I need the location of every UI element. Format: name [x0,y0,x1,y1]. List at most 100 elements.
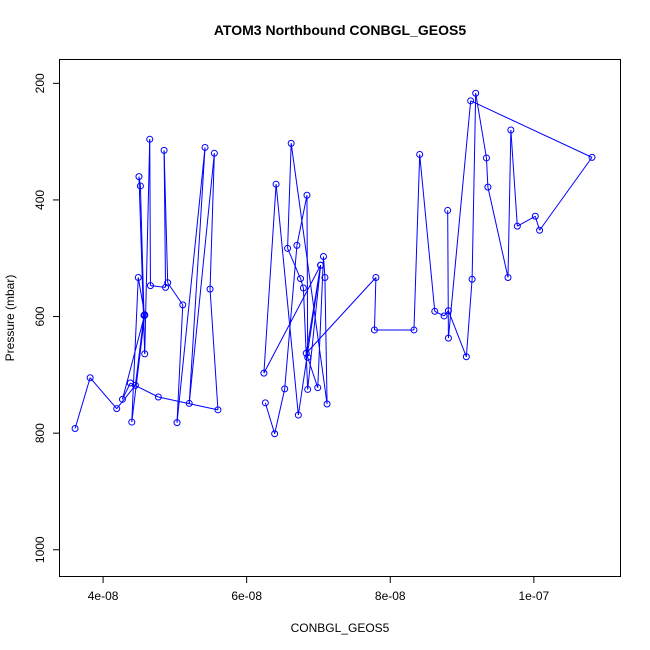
series-segment [176,147,206,423]
plot-frame [59,59,621,577]
data-point [462,353,470,361]
y-tick-label: 200 [33,73,47,93]
series-segment [302,287,309,390]
data-point [588,153,596,161]
data-point [272,180,280,188]
data-point [302,349,310,357]
series-segment [471,93,477,280]
data-point [113,405,121,413]
data-point [271,430,279,438]
series-segment [307,357,319,388]
y-tick-label: 400 [33,190,47,210]
y-tick-label: 1000 [33,536,47,563]
data-point [372,273,380,281]
x-axis-label: CONBGL_GEOS5 [291,621,390,635]
data-point [136,182,144,190]
series-lines [74,93,593,434]
data-point [86,374,94,382]
data-point [173,419,181,427]
series-segment [322,256,326,278]
data-point [370,326,378,334]
data-point [484,183,492,191]
data-point [206,285,214,293]
y-axis-label: Pressure (mbar) [3,275,17,362]
data-point [299,284,307,292]
data-point [440,312,448,320]
data-point [281,385,289,393]
data-point [260,369,268,377]
series-segment [290,143,328,405]
data-point [467,97,475,105]
series-segment [307,265,322,390]
series-segment [263,265,322,374]
x-tick-label: 1e-07 [518,589,549,603]
data-point [319,252,327,260]
series-segment [274,388,286,434]
chart-title: ATOM3 Northbound CONBGL_GEOS5 [214,22,466,38]
data-point [160,146,168,154]
data-point [444,307,452,315]
series-segment [373,277,377,330]
data-point [444,206,452,214]
data-point [154,393,162,401]
series-segment [413,154,421,330]
data-point [135,173,143,181]
series-segment [447,100,472,339]
series-segment [121,314,146,400]
axis-ticks: 4e-08 6e-08 8e-08 1e-07 200 400 600 800 1000 [33,73,550,603]
series-segment [139,185,145,316]
series-segment [137,277,146,315]
data-point [293,241,301,249]
series-segment [539,157,593,231]
data-point [141,350,149,358]
series-segment [134,315,145,386]
data-point [323,400,331,408]
data-point [261,399,269,407]
data-point [179,301,187,309]
series-segment [209,289,219,410]
series-segment [510,129,518,227]
series-segment [475,93,487,159]
series-segment [284,245,298,389]
data-point [314,384,322,392]
series-segment [534,216,541,231]
data-point [507,126,515,134]
series-segment [149,139,151,286]
data-point [303,191,311,199]
series-segment [176,304,184,423]
data-point [531,212,539,220]
series-segment [306,195,309,358]
data-point [513,222,521,230]
data-point [416,150,424,158]
data-point [504,273,512,281]
series-segment [188,147,206,404]
data-point [444,334,452,342]
data-point [304,353,312,361]
series-segment [264,402,276,434]
series-segment [324,277,328,405]
data-point [431,307,439,315]
data-point [210,149,218,157]
data-point [410,326,418,334]
data-point [185,399,193,407]
data-point [214,406,222,414]
data-point [118,395,126,403]
data-point [304,385,312,393]
data-point [536,226,544,234]
series-segment [144,139,151,354]
series-segment [317,256,324,388]
series-segment [163,150,169,283]
data-point [146,282,154,290]
series-segment [263,184,277,374]
data-point [146,135,154,143]
series-segment [465,279,473,357]
data-point [297,275,305,283]
y-tick-label: 600 [33,306,47,326]
series-segment [188,153,215,404]
series-segment [487,186,509,278]
series-segment [209,153,215,290]
series-segment [507,129,512,278]
series-segment [287,143,292,249]
series-segment [470,100,593,158]
series-segment [131,277,139,423]
